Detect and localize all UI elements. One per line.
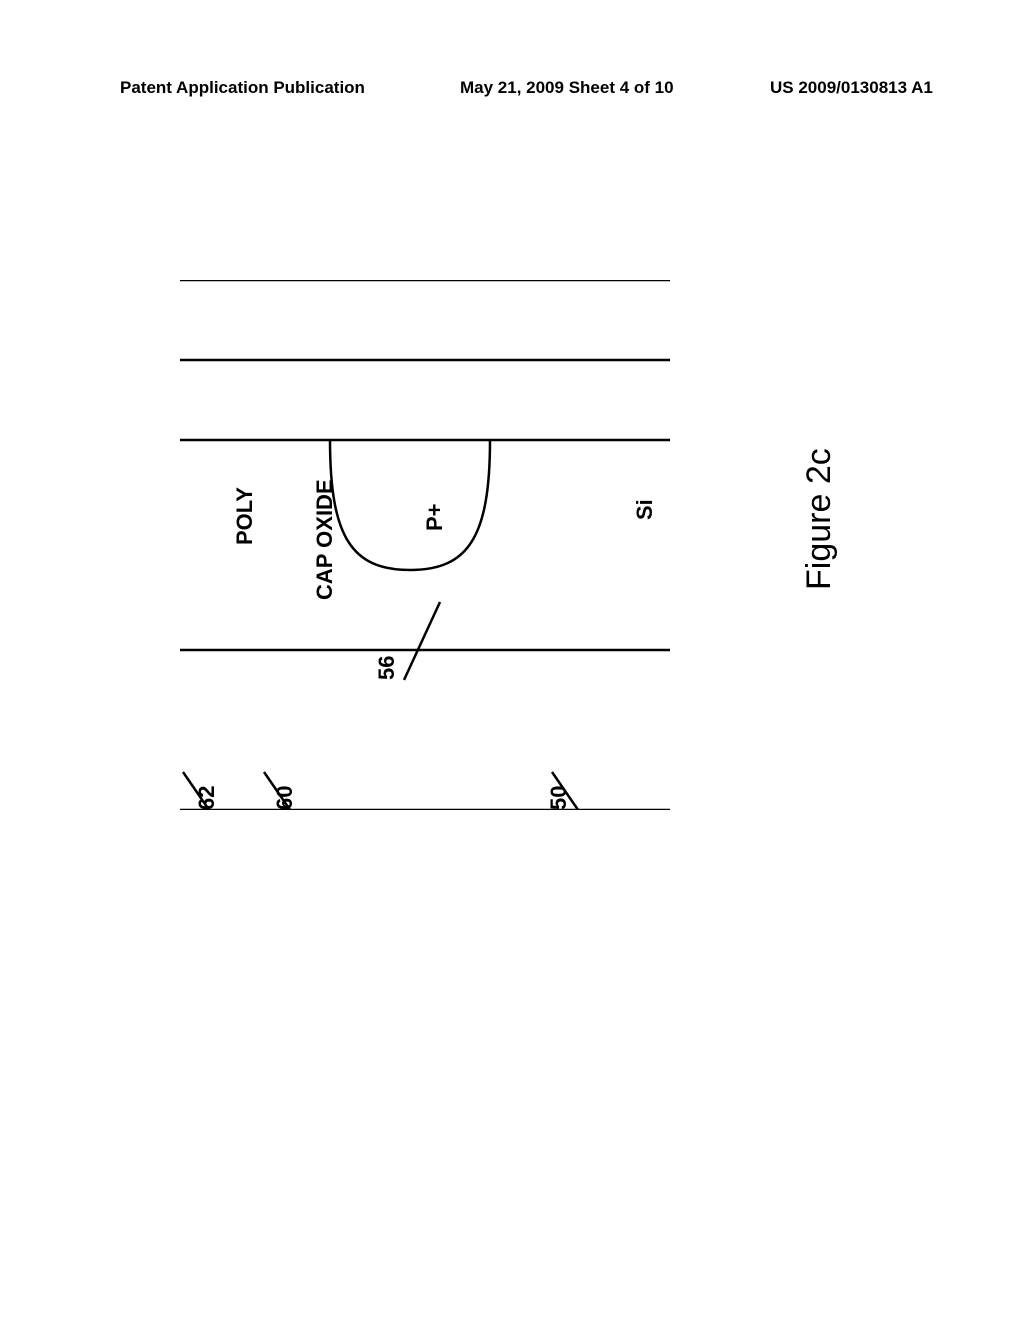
ref-label-1: 60 [272,786,298,810]
header-left: Patent Application Publication [120,78,365,98]
header-right: US 2009/0130813 A1 [770,78,933,98]
figure-caption: Figure 2c [800,448,839,590]
ref-label-2: 56 [374,656,400,680]
header-center: May 21, 2009 Sheet 4 of 10 [460,78,674,98]
layer-label-0: POLY [232,487,258,545]
diagram-labels: POLY CAP OXIDE P+ Si 62 60 56 50 [180,280,670,810]
ref-label-0: 62 [194,786,220,810]
ref-label-3: 50 [546,786,572,810]
page: Patent Application Publication May 21, 2… [0,0,1024,1320]
diagram-container: POLY CAP OXIDE P+ Si 62 60 56 50 [180,280,670,810]
layer-label-1: CAP OXIDE [312,479,338,600]
layer-label-3: Si [632,499,658,520]
layer-label-2: P+ [422,503,448,531]
